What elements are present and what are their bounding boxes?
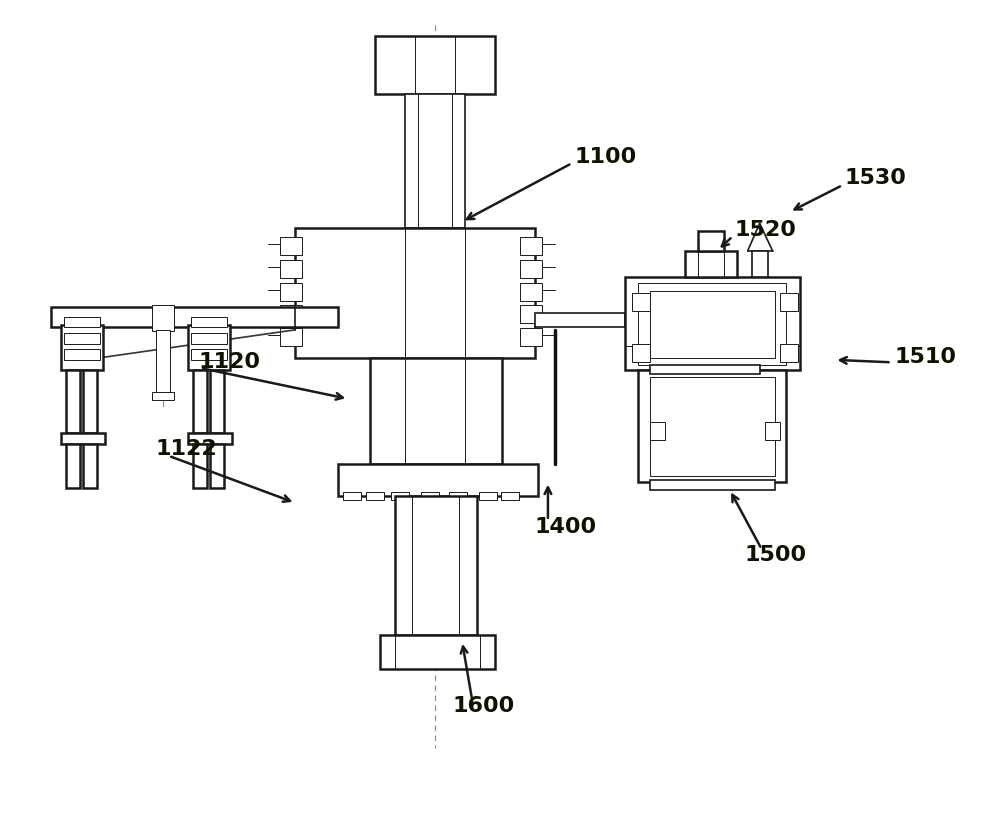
Bar [650,365,760,374]
Bar [156,330,170,395]
Bar [632,344,650,362]
Bar [370,358,502,464]
Text: 1520: 1520 [735,220,797,240]
Bar [210,370,224,433]
Bar [66,444,80,488]
Bar [280,237,302,255]
Bar [193,444,207,488]
Bar [280,282,302,300]
Bar [343,492,361,500]
Bar [421,492,439,500]
Bar [501,492,519,500]
Bar [780,293,798,311]
Bar [535,313,625,327]
Bar [280,305,302,323]
Bar [520,305,542,323]
Bar [520,282,542,300]
Bar [520,260,542,278]
Text: 1400: 1400 [535,517,597,537]
Text: 1510: 1510 [894,347,956,366]
Bar [191,317,227,327]
Bar [61,325,103,370]
Bar [66,370,80,433]
Bar [210,444,224,488]
Bar [152,392,174,400]
Bar [193,370,207,433]
Bar [391,492,409,500]
Bar [395,497,477,635]
Bar [520,328,542,346]
Bar [449,492,467,500]
Bar [405,94,465,228]
Text: 1100: 1100 [575,147,637,167]
Bar [64,349,100,360]
Bar [338,464,538,497]
Bar [191,333,227,344]
Bar [650,377,775,476]
Text: 1600: 1600 [452,696,514,716]
Bar [650,291,775,358]
Bar [83,370,97,433]
Bar [83,444,97,488]
Bar [375,36,495,94]
Bar [698,231,724,251]
Bar [188,433,232,444]
Bar [632,293,650,311]
Bar [765,422,780,440]
Bar [780,344,798,362]
Bar [685,251,737,277]
Bar [64,317,100,327]
Bar [752,251,768,277]
Bar [520,237,542,255]
Bar [188,325,230,370]
Bar [650,422,665,440]
Bar [280,260,302,278]
Bar [61,433,105,444]
Bar [191,349,227,360]
Bar [295,228,535,358]
Bar [380,635,495,668]
Bar [479,492,497,500]
Bar [638,370,786,482]
Bar [51,307,338,327]
Bar [152,305,174,331]
Bar [280,328,302,346]
Bar [638,283,786,365]
Text: 1500: 1500 [745,545,807,565]
Bar [64,333,100,344]
Bar [366,492,384,500]
Bar [625,277,800,370]
Text: 1530: 1530 [845,168,906,188]
Text: 1120: 1120 [198,352,260,372]
Bar [650,480,775,490]
Text: 1122: 1122 [155,440,217,459]
